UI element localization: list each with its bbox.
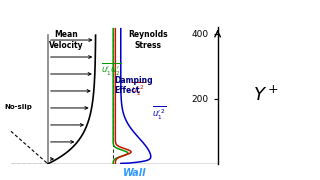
Text: No-slip: No-slip [4, 104, 32, 110]
Text: $\overline{u_1^{\prime\,2}}$: $\overline{u_1^{\prime\,2}}$ [152, 104, 167, 122]
Text: Mean
Velocity: Mean Velocity [49, 30, 84, 50]
Text: Reynolds
Stress: Reynolds Stress [128, 30, 168, 50]
Text: Wall Effects on Turbulent Flows: Wall Effects on Turbulent Flows [30, 6, 290, 21]
Text: Wall: Wall [123, 168, 146, 178]
Text: Damping
Effect: Damping Effect [114, 76, 153, 95]
Text: $\overline{u_1^{\prime}u_2^{\prime}}$: $\overline{u_1^{\prime}u_2^{\prime}}$ [101, 61, 122, 78]
Text: $\overline{u_2^{\prime\,2}}$: $\overline{u_2^{\prime\,2}}$ [131, 80, 145, 98]
Text: $\boldsymbol{\mathit{Y}^+}$: $\boldsymbol{\mathit{Y}^+}$ [252, 86, 279, 105]
